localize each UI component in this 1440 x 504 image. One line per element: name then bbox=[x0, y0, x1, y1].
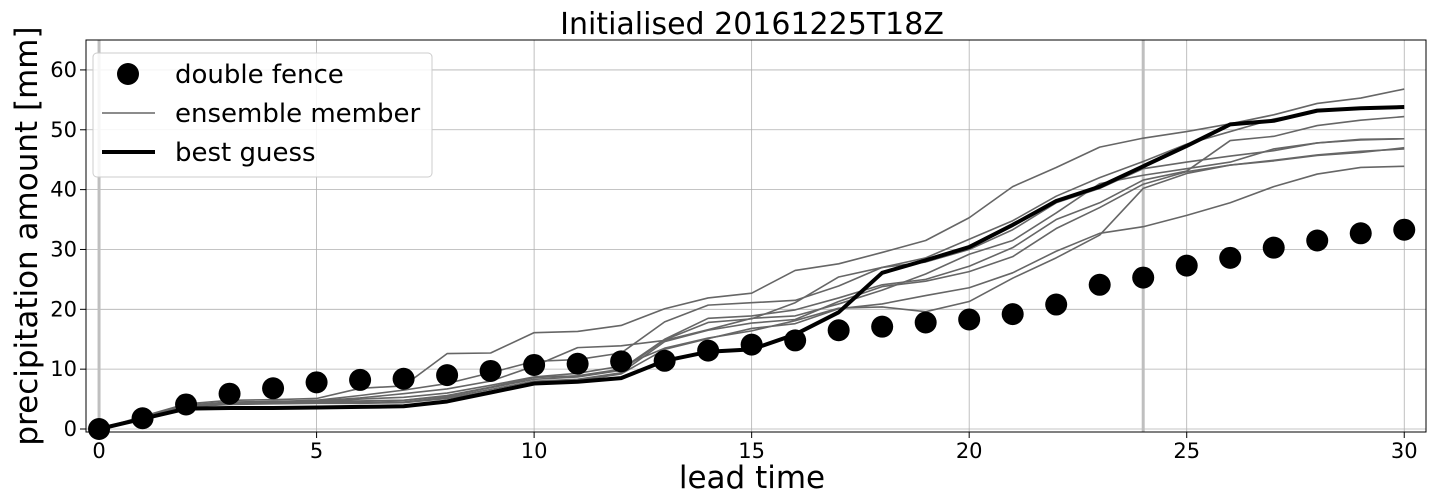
legend-label-ensemble-member: ensemble member bbox=[175, 99, 420, 129]
double-fence-point bbox=[827, 319, 850, 342]
double-fence-point bbox=[1001, 303, 1024, 326]
legend-label-best-guess: best guess bbox=[175, 138, 316, 168]
legend-box bbox=[92, 52, 433, 178]
ensemble-member-line bbox=[98, 148, 1405, 430]
double-fence-point bbox=[697, 339, 720, 362]
double-fence-point bbox=[610, 350, 633, 373]
double-fence-point bbox=[1219, 246, 1242, 269]
y-axis-ticks: 0 10 20 30 40 50 60 bbox=[50, 58, 86, 441]
x-tick-label: 25 bbox=[1173, 439, 1200, 463]
double-fence-point bbox=[1045, 293, 1068, 316]
double-fence-point bbox=[1306, 229, 1329, 252]
y-tick-label: 60 bbox=[50, 58, 77, 82]
double-fence-point bbox=[1349, 222, 1372, 245]
double-fence-point bbox=[1132, 266, 1155, 289]
double-fence-point bbox=[740, 333, 763, 356]
x-tick-label: 10 bbox=[521, 439, 548, 463]
double-fence-point bbox=[175, 393, 198, 416]
y-tick-label: 50 bbox=[50, 118, 77, 142]
double-fence-point bbox=[1088, 273, 1111, 296]
x-axis-label: lead time bbox=[679, 460, 825, 496]
double-fence-point bbox=[784, 329, 807, 352]
double-fence-point bbox=[305, 371, 328, 394]
double-fence-point bbox=[262, 377, 285, 400]
double-fence-point bbox=[958, 308, 981, 331]
x-axis-ticks: 0 5 10 15 20 25 30 bbox=[92, 432, 1418, 463]
double-fence-point bbox=[914, 311, 937, 334]
y-tick-label: 0 bbox=[64, 417, 77, 441]
x-tick-label: 15 bbox=[738, 439, 765, 463]
ensemble-members bbox=[98, 88, 1405, 430]
double-fence-point bbox=[479, 359, 502, 382]
double-fence-point bbox=[1175, 254, 1198, 277]
double-fence-point bbox=[566, 352, 589, 375]
double-fence-point bbox=[1393, 218, 1416, 241]
double-fence-point bbox=[88, 418, 111, 441]
legend-label-double-fence: double fence bbox=[175, 60, 344, 90]
legend: double fence ensemble member best guess bbox=[92, 52, 433, 178]
ensemble-member-line bbox=[98, 165, 1405, 430]
double-fence-series bbox=[88, 218, 1416, 441]
x-tick-label: 30 bbox=[1391, 439, 1418, 463]
x-tick-label: 0 bbox=[92, 439, 105, 463]
double-fence-point bbox=[392, 367, 415, 390]
y-axis-label: precipitation amount [mm] bbox=[9, 26, 45, 445]
double-fence-point bbox=[349, 368, 372, 391]
y-tick-label: 40 bbox=[50, 178, 77, 202]
double-fence-point bbox=[1262, 236, 1285, 259]
y-tick-label: 10 bbox=[50, 357, 77, 381]
double-fence-point bbox=[131, 407, 154, 430]
double-fence-point bbox=[653, 349, 676, 372]
legend-marker-double-fence bbox=[117, 63, 139, 85]
double-fence-point bbox=[871, 315, 894, 338]
double-fence-point bbox=[523, 353, 546, 376]
x-tick-label: 20 bbox=[956, 439, 983, 463]
double-fence-point bbox=[436, 364, 459, 387]
chart-title: Initialised 20161225T18Z bbox=[560, 7, 944, 42]
ensemble-member-line bbox=[98, 88, 1405, 430]
x-tick-label: 5 bbox=[310, 439, 323, 463]
y-tick-label: 30 bbox=[50, 237, 77, 261]
grid bbox=[86, 40, 1426, 432]
plot-frame bbox=[85, 39, 1427, 433]
y-tick-label: 20 bbox=[50, 297, 77, 321]
double-fence-point bbox=[218, 382, 241, 405]
ensemble-member-line bbox=[98, 137, 1405, 430]
